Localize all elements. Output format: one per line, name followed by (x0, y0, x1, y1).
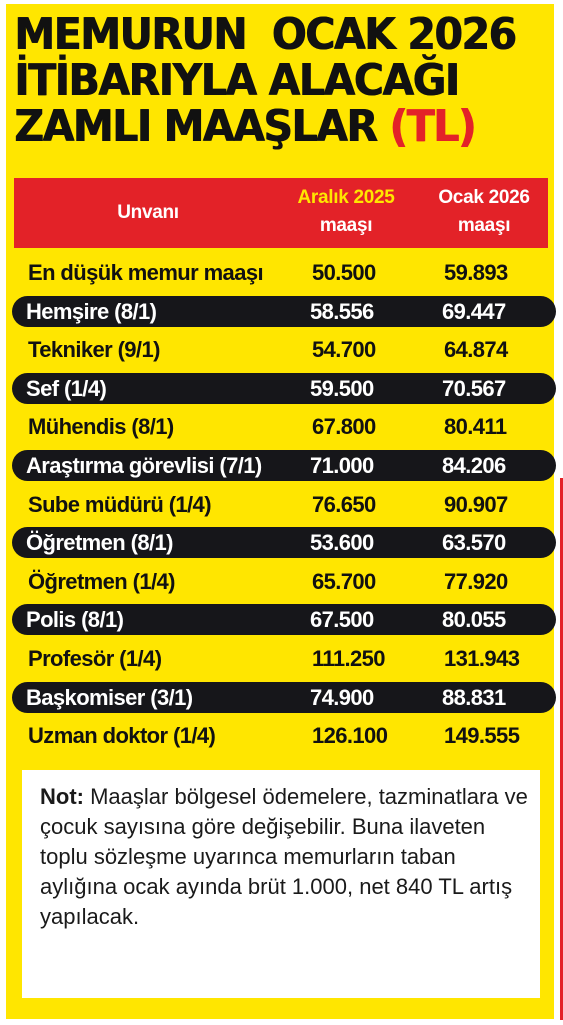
row-aralik-2025-value: 59.500 (310, 375, 374, 401)
row-title: Sef (1/4) (26, 375, 107, 401)
row-ocak-2026-value: 64.874 (444, 337, 508, 363)
row-aralik-2025-value: 71.000 (310, 453, 374, 478)
note-box: Not: Maaşlar bölgesel ödemelere, tazmina… (22, 770, 540, 998)
row-title: Mühendis (8/1) (28, 414, 174, 440)
table-row: Sef (1/4) 59.500 70.567 (12, 372, 556, 404)
page-title: MEMURUN OCAK 2026 İTİBARIYLA ALACAĞI ZAM… (14, 9, 517, 150)
table-row: Uzman doktor (1/4) 126.100 149.555 (14, 720, 554, 751)
row-aralik-2025-value: 53.600 (310, 530, 374, 556)
red-divider (560, 478, 563, 1020)
row-ocak-2026-value: 63.570 (442, 530, 506, 556)
table-row: Öğretmen (8/1) 53.600 63.570 (12, 527, 556, 559)
header-aralik-2025-line1: Aralık 2025 (297, 187, 395, 208)
row-title: Araştırma görevlisi (7/1) (26, 453, 262, 478)
table-row: Profesör (1/4) 111.250 131.943 (14, 643, 554, 674)
header-unvan: Unvanı (117, 202, 179, 223)
row-aralik-2025-value: 126.100 (312, 723, 388, 749)
row-ocak-2026-value: 69.447 (442, 298, 506, 324)
table-row: En düşük memur maaşı 50.500 59.893 (14, 257, 554, 288)
table-row: Tekniker (9/1) 54.700 64.874 (14, 334, 554, 365)
title-line-3-text: ZAMLI MAAŞLAR (14, 101, 390, 152)
row-ocak-2026-value: 149.555 (444, 723, 520, 749)
row-title: Öğretmen (1/4) (28, 568, 175, 594)
row-title: Öğretmen (8/1) (26, 530, 173, 556)
row-title: Uzman doktor (1/4) (28, 723, 216, 749)
row-title: Profesör (1/4) (28, 646, 162, 671)
table-row: Mühendis (8/1) 67.800 80.411 (14, 411, 554, 442)
title-line-1: MEMURUN OCAK 2026 (14, 9, 517, 60)
row-ocak-2026-value: 90.907 (444, 491, 508, 517)
row-aralik-2025-value: 58.556 (310, 298, 374, 324)
table-row: Hemşire (8/1) 58.556 69.447 (12, 295, 556, 327)
note-body: Maaşlar bölgesel ödemelere, tazminatlara… (40, 784, 528, 929)
table-row: Öğretmen (1/4) 65.700 77.920 (14, 566, 554, 597)
row-aralik-2025-value: 74.900 (310, 684, 374, 710)
note-label: Not: (40, 784, 84, 809)
header-ocak-2026: Ocak 2026 maaşı (422, 184, 546, 240)
row-ocak-2026-value: 131.943 (444, 646, 520, 671)
row-title: Başkomiser (3/1) (26, 684, 193, 710)
row-aralik-2025-value: 67.800 (312, 414, 376, 440)
title-line-3: ZAMLI MAAŞLAR (TL) (14, 104, 507, 150)
row-ocak-2026-value: 84.206 (442, 453, 506, 478)
row-aralik-2025-value: 50.500 (312, 260, 376, 285)
title-unit: (TL) (389, 101, 476, 152)
row-ocak-2026-value: 88.831 (442, 684, 506, 710)
row-ocak-2026-value: 80.055 (442, 607, 506, 633)
header-ocak-2026-line2: maaşı (457, 215, 511, 236)
table-row: Polis (8/1) 67.500 80.055 (12, 604, 556, 636)
row-title: Sube müdürü (1/4) (28, 491, 212, 517)
header-aralik-2025-line2: maaşı (319, 215, 373, 236)
row-aralik-2025-value: 65.700 (312, 568, 376, 594)
table-row: Araştırma görevlisi (7/1) 71.000 84.206 (12, 450, 556, 481)
row-aralik-2025-value: 54.700 (312, 337, 376, 363)
row-title: Polis (8/1) (26, 607, 124, 633)
table-row: Sube müdürü (1/4) 76.650 90.907 (14, 489, 554, 520)
table-header: Unvanı Aralık 2025 maaşı Ocak 2026 maaşı (14, 178, 548, 248)
table-row: Başkomiser (3/1) 74.900 88.831 (12, 681, 556, 713)
note-text: Not: Maaşlar bölgesel ödemelere, tazmina… (40, 782, 536, 932)
row-ocak-2026-value: 80.411 (444, 414, 507, 440)
row-title: En düşük memur maaşı (28, 260, 264, 285)
row-aralik-2025-value: 76.650 (312, 491, 376, 517)
row-ocak-2026-value: 59.893 (444, 260, 508, 285)
row-ocak-2026-value: 77.920 (444, 568, 508, 594)
title-line-2: İTİBARIYLA ALACAĞI (14, 55, 460, 106)
row-aralik-2025-value: 111.250 (312, 646, 386, 671)
row-title: Hemşire (8/1) (26, 298, 157, 324)
row-title: Tekniker (9/1) (28, 337, 160, 363)
header-aralik-2025: Aralık 2025 maaşı (284, 184, 408, 240)
header-ocak-2026-line1: Ocak 2026 (438, 187, 530, 208)
row-aralik-2025-value: 67.500 (310, 607, 374, 633)
row-ocak-2026-value: 70.567 (442, 375, 506, 401)
